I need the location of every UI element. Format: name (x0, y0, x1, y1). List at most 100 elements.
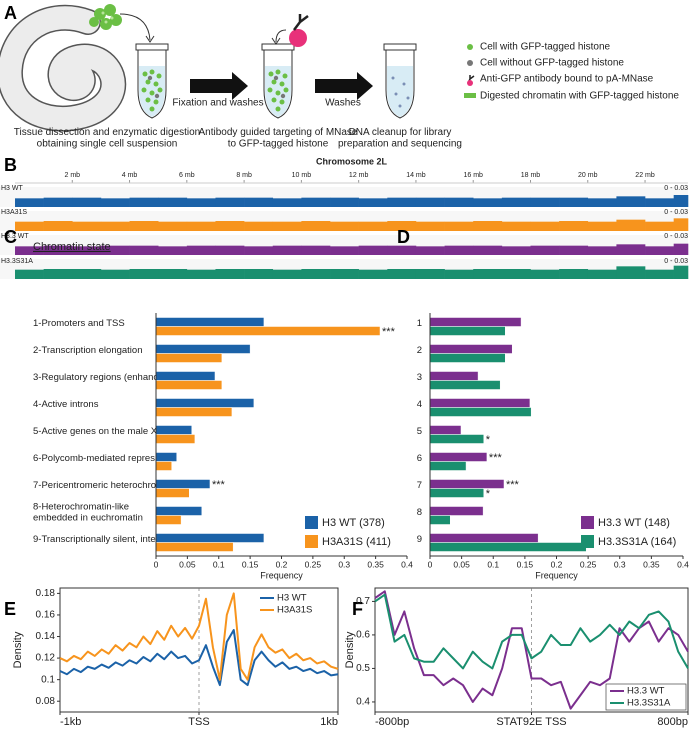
track-bin (559, 245, 589, 255)
track-bin (129, 245, 159, 255)
significance-label: *** (382, 326, 396, 338)
panel-letter: C (4, 227, 17, 247)
x-tick-label: 0.05 (179, 559, 196, 569)
category-label: 7 (417, 480, 422, 491)
x-tick-label: 0.4 (677, 559, 689, 569)
track-range: 0 - 0.03 (664, 233, 688, 240)
track-bin (72, 197, 102, 207)
track-bin (301, 245, 331, 255)
y-tick-label: 0.16 (36, 610, 56, 621)
bar (155, 488, 190, 498)
bar (429, 506, 484, 516)
track-bin (673, 195, 689, 207)
panel-letter: A (4, 3, 17, 23)
x-tick-label: -800bp (375, 716, 409, 728)
track-bin (559, 269, 589, 279)
track-bin (645, 269, 674, 279)
x-axis-label: Frequency (260, 570, 303, 580)
x-tick-label: 0.25 (305, 559, 322, 569)
panel-subtitle: Chromatin state (33, 241, 111, 253)
x-tick-label: 0.4 (401, 559, 413, 569)
bar (155, 371, 216, 381)
track-bin (272, 221, 302, 231)
track-bin (158, 269, 188, 279)
x-tick-label: 16 mb (463, 172, 483, 179)
significance-label: * (486, 488, 491, 500)
track-bin (43, 269, 73, 279)
x-tick-label: 8 mb (236, 172, 252, 179)
x-tick-label: 0.05 (453, 559, 470, 569)
track-bin (100, 221, 130, 231)
legend-label: H3A31S (277, 605, 312, 616)
bar (429, 371, 479, 381)
track-bin (673, 265, 689, 279)
panel-letter: E (4, 599, 16, 619)
legend-swatch (305, 535, 318, 548)
category-label: 5 (417, 426, 422, 437)
panel-letter: F (352, 599, 363, 619)
data-line (59, 629, 339, 687)
track-bin (15, 269, 44, 279)
track-bin (244, 246, 274, 255)
category-label: 4-Active introns (33, 399, 99, 410)
track-bin (330, 221, 359, 231)
bar (429, 515, 451, 525)
bar (155, 542, 234, 552)
track-bin (473, 245, 503, 255)
track-bin (387, 197, 417, 207)
track-bin (43, 197, 73, 207)
track-bin (15, 246, 44, 255)
bar (429, 353, 506, 363)
category-label: 2 (417, 345, 422, 356)
track-bin (72, 246, 102, 255)
diagram-legend: Cell with GFP-tagged histone Cell withou… (464, 42, 679, 102)
step-caption: Tissue dissection and enzymatic digestio… (14, 127, 200, 150)
bar (429, 407, 532, 417)
x-tick-label: 0.2 (551, 559, 563, 569)
legend-label: H3.3 WT (627, 686, 665, 697)
x-tick-label: 0.1 (487, 559, 499, 569)
track-bin (186, 245, 216, 255)
track-bin (129, 197, 159, 207)
legend-swatch (581, 535, 594, 548)
track-bin (100, 198, 130, 207)
bar (155, 407, 233, 417)
y-tick-label: 0.1 (41, 674, 55, 685)
bar (429, 425, 462, 435)
track-bin (330, 246, 359, 255)
track-bin (330, 269, 359, 279)
y-tick-label: 0.6 (356, 630, 370, 641)
track-bin (186, 269, 216, 279)
x-tick-label: 0 (428, 559, 433, 569)
x-tick-label: 800bp (657, 716, 688, 728)
legend-text: Digested chromatin with GFP-tagged histo… (480, 91, 679, 102)
category-label: 9 (417, 534, 422, 545)
process-arrow (190, 72, 248, 100)
track-bin (15, 198, 44, 207)
bar (155, 380, 223, 390)
track-bin (387, 245, 417, 255)
track-bin (415, 221, 445, 231)
legend-label: H3.3 WT (148) (598, 517, 670, 529)
bar (155, 533, 265, 543)
x-tick-label: 0.3 (614, 559, 626, 569)
bar (429, 344, 513, 354)
x-tick-label: 18 mb (521, 172, 541, 179)
legend-text: Anti-GFP antibody bound to pA-MNase (480, 74, 654, 85)
track-bin (501, 221, 531, 231)
significance-label: *** (506, 479, 520, 491)
tube-3 (383, 43, 417, 119)
track-bin (444, 197, 474, 207)
track-title: Chromosome 2L (316, 156, 388, 166)
track-bin (444, 269, 474, 279)
x-tick-label: 10 mb (292, 172, 312, 179)
x-tick-label: 0.35 (367, 559, 384, 569)
category-label: 8-Heterochromatin-like embedded in euchro… (33, 501, 143, 523)
track-bin (501, 197, 531, 207)
data-line (374, 590, 689, 710)
bar (429, 542, 587, 552)
track-bin (673, 218, 689, 231)
track-range: 0 - 0.03 (664, 258, 688, 265)
x-axis-label: Frequency (535, 570, 578, 580)
track-bin (444, 245, 474, 255)
